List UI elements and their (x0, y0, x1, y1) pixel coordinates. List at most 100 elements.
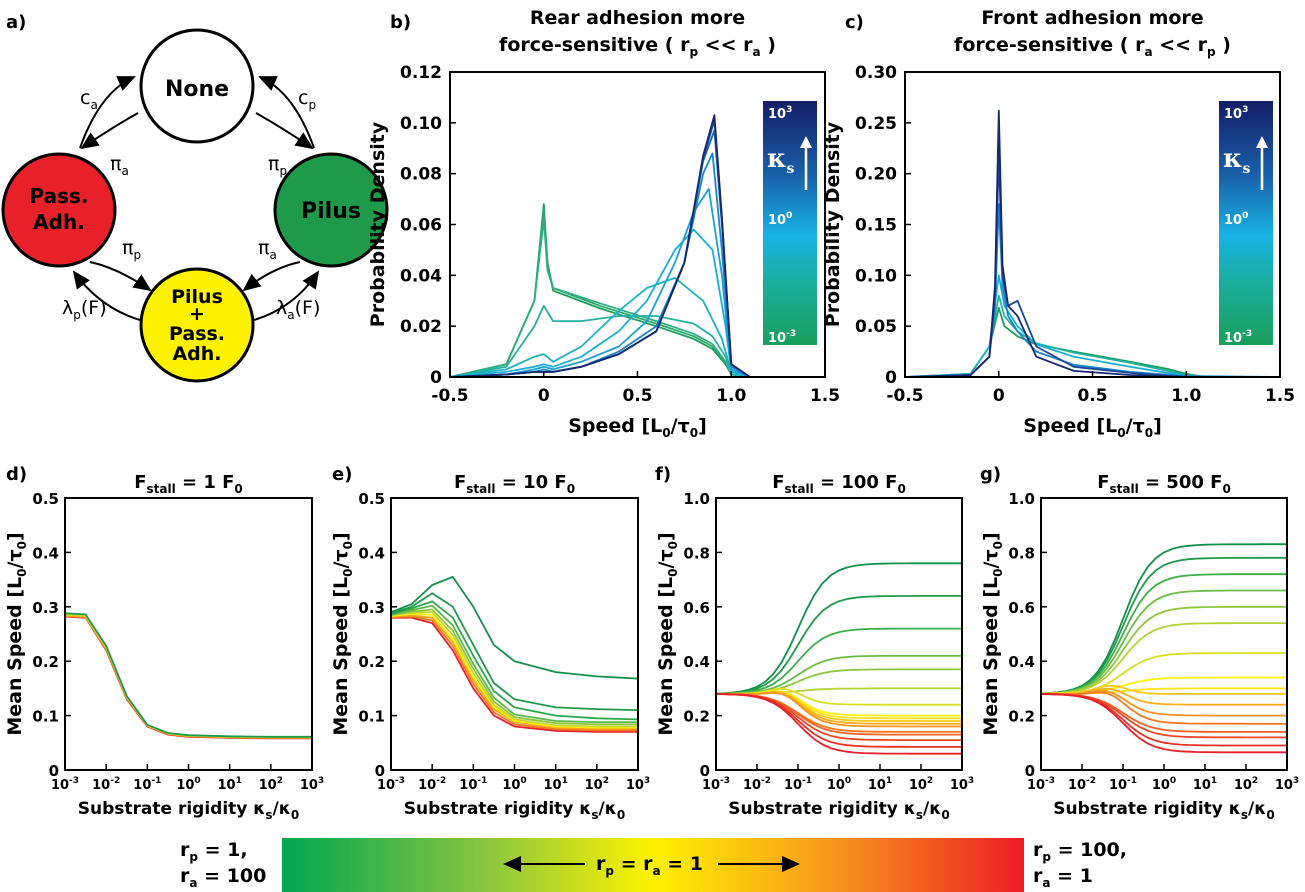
chart-rear-adhesion: -0.5 0 0.5 1.0 1.500.020.040.060.080.100.12R… (367, 7, 840, 440)
series-line-0 (715, 562, 962, 695)
y-tick-label: 0.08 (400, 165, 442, 185)
panel-letter-e: e) (332, 464, 352, 485)
bottom-left-1: rp = 1, (180, 839, 248, 864)
y-tick-label: 0.6 (683, 599, 710, 617)
y-axis-label: Probability Density (822, 121, 844, 327)
series-line-4 (390, 611, 638, 728)
arrow-pia-left (80, 112, 139, 150)
x-tick-label: 103 (626, 776, 650, 793)
node-both-label-3: Pass. (169, 323, 225, 345)
arrow-pia-low (242, 261, 301, 292)
colorbar-c-bot: 10-3 (1224, 329, 1252, 346)
series-line-1 (715, 595, 962, 695)
series-line-9 (390, 576, 639, 680)
node-pilus-pass (139, 267, 255, 383)
y-tick-label: 0.8 (1008, 544, 1035, 562)
x-tick-label: 10-3 (1027, 776, 1055, 793)
y-tick-label: 0.3 (32, 599, 59, 617)
x-axis-label: Substrate rigidity κs/κ0 (728, 799, 949, 822)
y-axis-label: Mean Speed [L0/τ0] (655, 532, 680, 735)
y-tick-label: 0.4 (683, 653, 710, 671)
x-tick-label: 100 (176, 776, 200, 793)
colorbar-c-kappa: κs (1223, 144, 1251, 177)
x-tick-label: 1.5 (810, 386, 840, 406)
series-line-7 (390, 600, 639, 721)
series-line-4 (1040, 605, 1287, 695)
chart-title: Fstall = 500 F0 (1097, 472, 1231, 496)
chart-front-adhesion: -0.5 0 0.5 1.0 1.500.050.100.150.200.250.30F… (822, 7, 1295, 440)
series-line-10 (449, 114, 825, 378)
x-tick-label: 100 (1152, 776, 1176, 793)
colorbar-kappa-c: 103 100 10-3 κs (1219, 101, 1273, 346)
rate-ca: ca (80, 87, 98, 112)
y-tick-label: 0 (49, 762, 59, 780)
chart-title-line2: force-sensitive ( rp << ra ) (499, 34, 776, 59)
colorbar-b-kappa: κs (767, 144, 795, 177)
y-tick-label: 0.20 (855, 165, 897, 185)
node-none (139, 28, 255, 144)
series-line-1 (390, 615, 638, 732)
node-both-label-1: Pilus (171, 286, 223, 308)
y-tick-label: 0.12 (400, 63, 442, 83)
x-tick-label: 102 (585, 776, 609, 793)
y-tick-label: 0.2 (1008, 708, 1035, 726)
x-tick-label: 103 (300, 776, 324, 793)
y-tick-label: 0 (700, 762, 710, 780)
series-line-2 (64, 614, 312, 739)
chart-title-line1: Rear adhesion more (530, 7, 745, 29)
plot-frame (64, 497, 313, 771)
series-line-11 (715, 691, 962, 728)
node-both-label-2: + (189, 303, 205, 325)
rate-pip-right: πp (268, 153, 287, 178)
x-tick-label: 10-3 (377, 776, 405, 793)
y-tick-label: 0.4 (358, 544, 385, 562)
y-tick-label: 0.4 (32, 544, 59, 562)
x-tick-label: 103 (1275, 776, 1299, 793)
y-tick-label: 0.2 (358, 653, 385, 671)
y-tick-label: 0.02 (400, 317, 442, 337)
x-tick-label: -0.5 (886, 386, 923, 406)
x-tick-label: 10-2 (418, 776, 446, 793)
x-tick-label: 0 (538, 386, 550, 406)
rate-pia-left: πa (110, 153, 129, 178)
x-tick-label: 103 (950, 776, 974, 793)
series-line-5 (1040, 622, 1287, 695)
x-axis-label: Substrate rigidity κs/κ0 (404, 799, 625, 822)
series-line-0 (391, 616, 638, 733)
y-tick-label: 0.6 (1008, 599, 1035, 617)
y-axis-label: Mean Speed [L0/τ0] (980, 532, 1005, 735)
series-line-5 (390, 608, 638, 726)
x-tick-label: 10-2 (1068, 776, 1096, 793)
bottom-colorbar: rp = 1, ra = 100 rp = 100, ra = 1 rp = r… (180, 838, 1127, 892)
node-pilus (273, 152, 389, 268)
x-tick-label: 10-1 (459, 776, 487, 793)
panel-letter-b: b) (390, 12, 411, 33)
x-tick-label: 102 (909, 776, 933, 793)
y-tick-label: 1.0 (1008, 490, 1035, 508)
x-tick-label: 10-2 (92, 776, 120, 793)
node-passive-adhesion (1, 152, 117, 268)
y-tick-label: 0 (375, 762, 385, 780)
y-tick-label: 0.2 (32, 653, 59, 671)
series-line-13 (1040, 693, 1287, 733)
y-tick-label: 0.1 (358, 708, 385, 726)
x-tick-label: 0 (993, 386, 1005, 406)
x-tick-label: 101 (1193, 776, 1217, 793)
y-axis-label: Mean Speed [L0/τ0] (4, 532, 29, 735)
y-tick-label: 0.2 (683, 708, 710, 726)
chart-title: Fstall = 1 F0 (134, 472, 243, 496)
arrow-lp (72, 270, 141, 321)
x-tick-label: 1.5 (1265, 386, 1295, 406)
y-tick-label: 0.5 (32, 490, 59, 508)
node-pilus-label: Pilus (301, 199, 361, 224)
x-axis-label: Substrate rigidity κs/κ0 (1053, 799, 1274, 822)
x-tick-label: 10-2 (743, 776, 771, 793)
series-line-8 (390, 592, 639, 712)
node-pass-label-2: Adh. (33, 210, 85, 234)
arrow-pip-low (89, 261, 152, 292)
arrow-la (253, 270, 320, 321)
y-tick-label: 0.10 (855, 266, 897, 286)
rate-lp: λp(F) (62, 297, 107, 322)
series-line-16 (1040, 693, 1287, 754)
